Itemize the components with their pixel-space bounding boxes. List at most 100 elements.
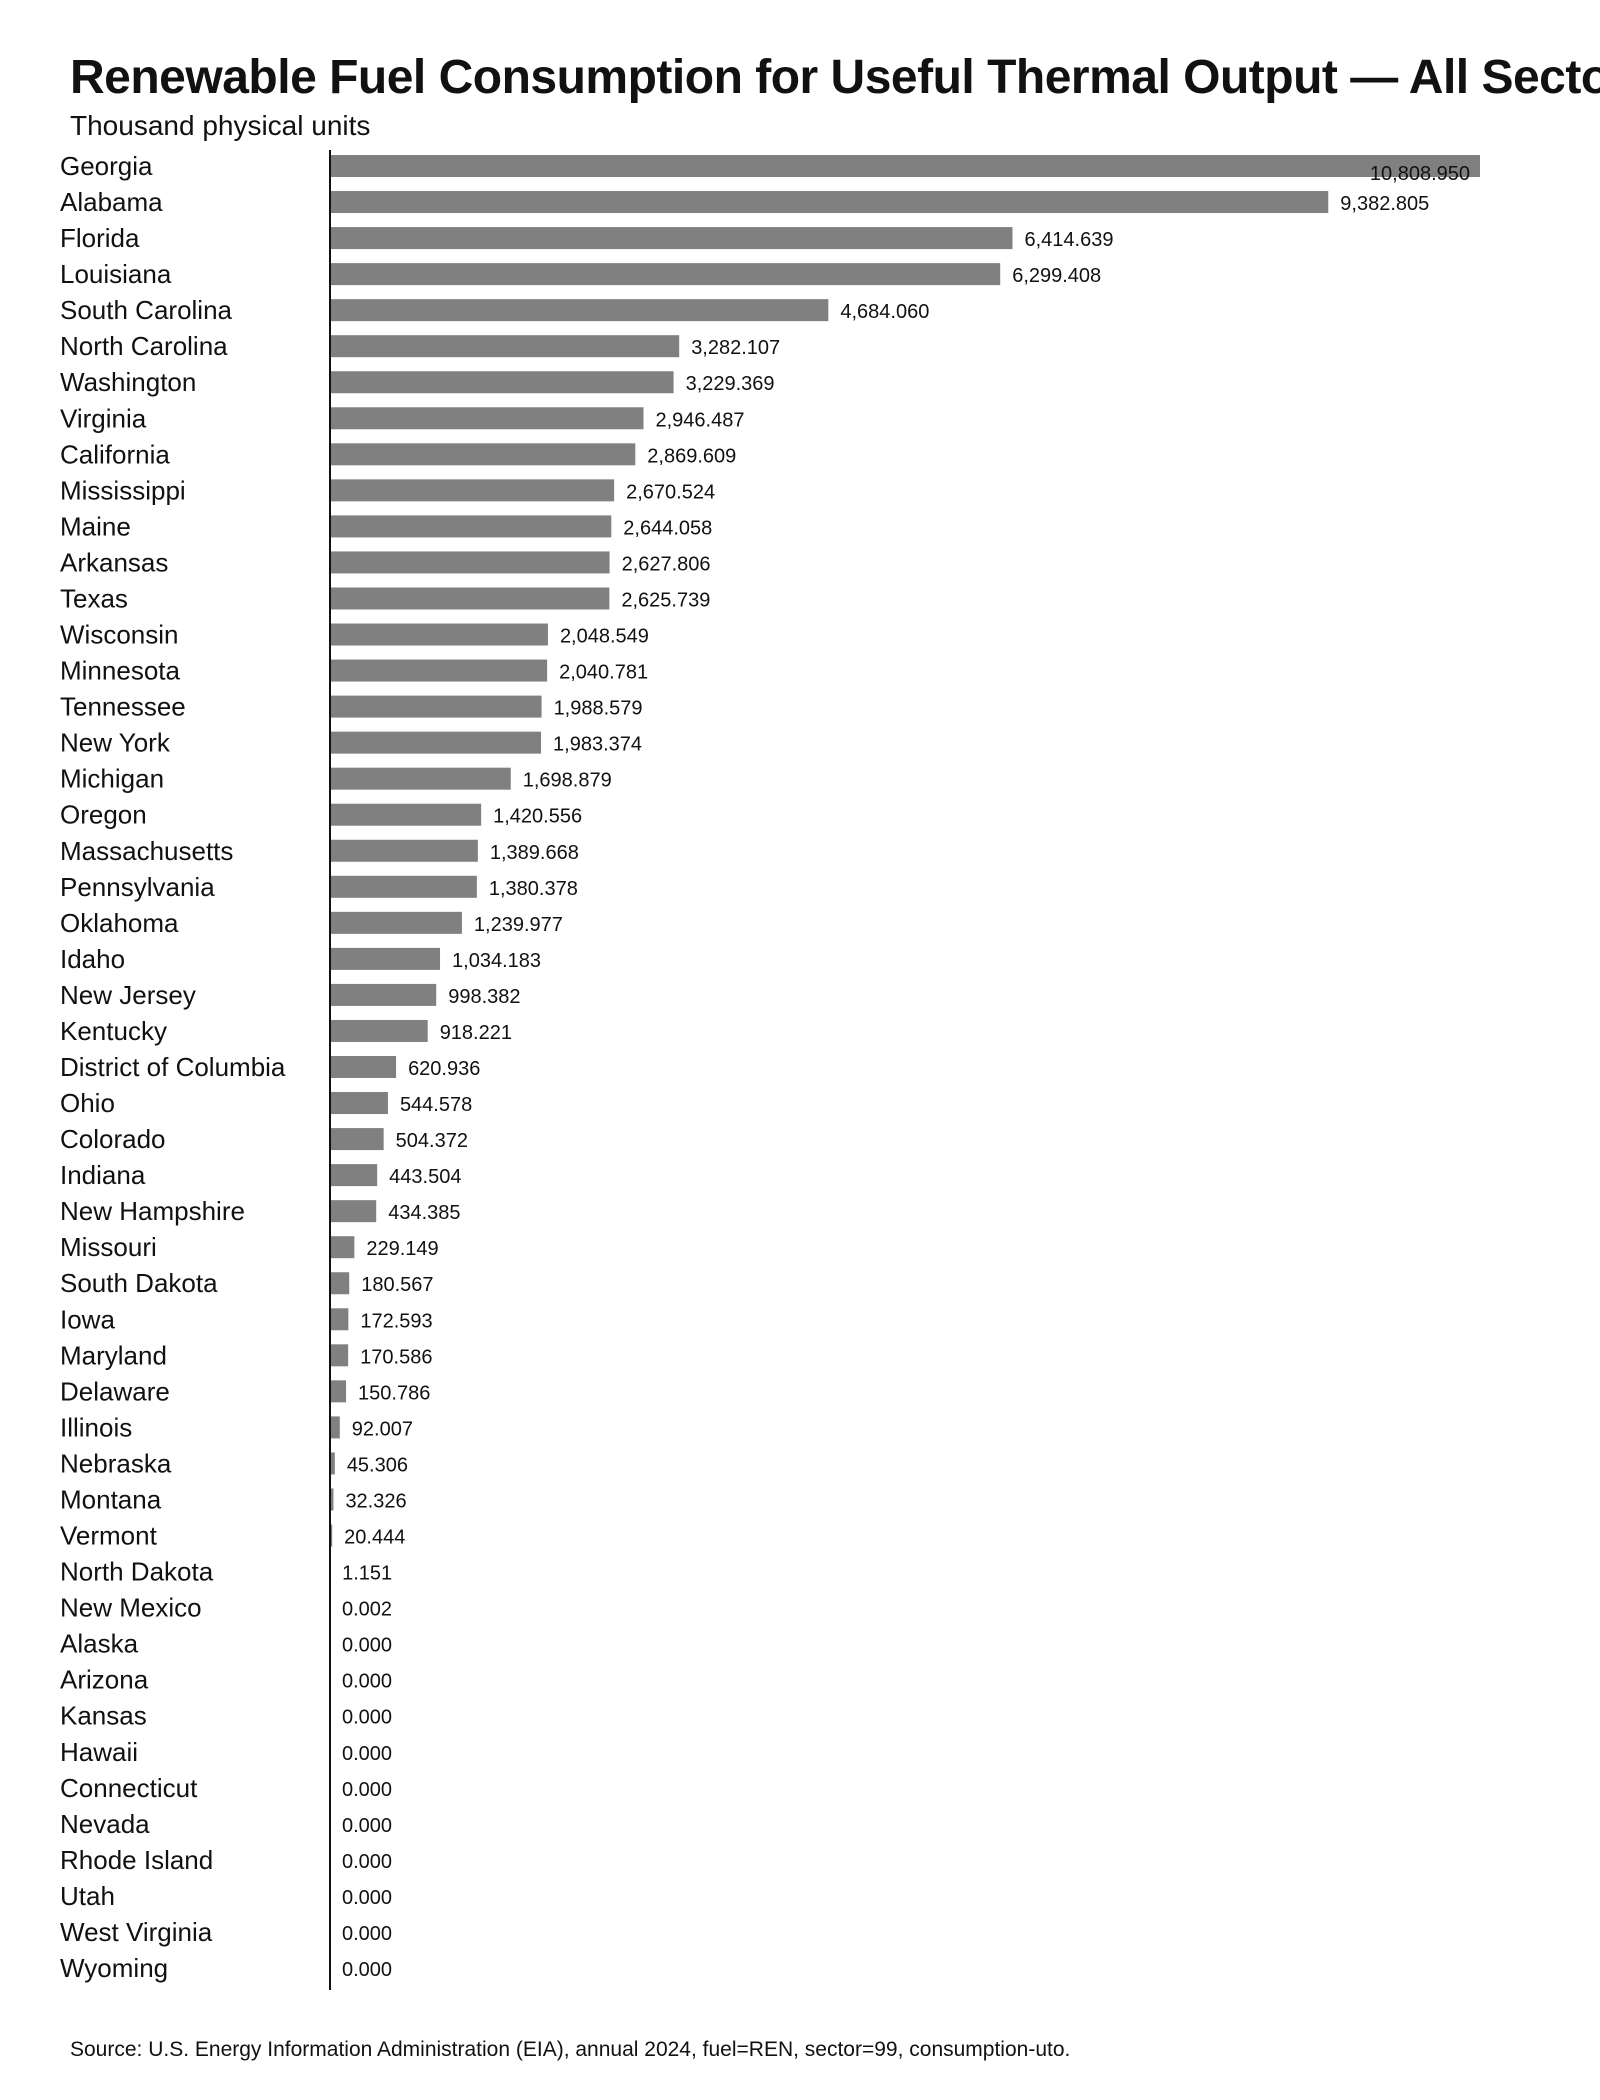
value-label: 9,382.805 bbox=[1340, 193, 1429, 215]
value-label: 45.306 bbox=[347, 1454, 408, 1476]
value-label: 1,698.879 bbox=[523, 770, 612, 792]
category-label: Wyoming bbox=[60, 1953, 168, 1983]
value-label: 0.000 bbox=[342, 1887, 392, 1909]
value-label: 1,380.378 bbox=[489, 878, 578, 900]
value-label: 6,299.408 bbox=[1012, 265, 1101, 287]
value-label: 2,644.058 bbox=[623, 517, 712, 539]
value-label: 2,048.549 bbox=[560, 626, 649, 648]
category-label: Pennsylvania bbox=[60, 872, 215, 902]
category-label: Alabama bbox=[60, 187, 163, 217]
category-label: Iowa bbox=[60, 1304, 115, 1334]
bar bbox=[330, 1344, 349, 1367]
value-label: 0.000 bbox=[342, 1923, 392, 1945]
value-label: 0.002 bbox=[342, 1599, 392, 1621]
bar bbox=[330, 1164, 378, 1187]
category-label: Louisiana bbox=[60, 259, 172, 289]
category-label: Kansas bbox=[60, 1701, 147, 1731]
value-label: 544.578 bbox=[400, 1094, 472, 1116]
value-label: 2,625.739 bbox=[621, 589, 710, 611]
value-label: 443.504 bbox=[389, 1166, 461, 1188]
value-label: 4,684.060 bbox=[840, 301, 929, 323]
value-label: 1,988.579 bbox=[554, 698, 643, 720]
category-label: California bbox=[60, 439, 170, 469]
category-label: Alaska bbox=[60, 1629, 139, 1659]
bar bbox=[330, 263, 1001, 286]
bar bbox=[330, 1308, 349, 1331]
value-label: 170.586 bbox=[360, 1346, 432, 1368]
bar bbox=[330, 767, 511, 790]
category-label: Nevada bbox=[60, 1809, 150, 1839]
chart-source: Source: U.S. Energy Information Administ… bbox=[70, 2038, 1071, 2061]
bar bbox=[330, 1092, 388, 1115]
bar bbox=[330, 551, 610, 574]
value-label: 2,670.524 bbox=[626, 481, 715, 503]
category-label: Vermont bbox=[60, 1521, 158, 1551]
bar bbox=[330, 1416, 340, 1439]
category-label: Texas bbox=[60, 583, 128, 613]
bar bbox=[330, 1236, 355, 1259]
category-label: Wisconsin bbox=[60, 620, 178, 650]
category-label: Arkansas bbox=[60, 547, 168, 577]
bar bbox=[330, 1524, 333, 1547]
category-label: North Dakota bbox=[60, 1557, 214, 1587]
category-label: Hawaii bbox=[60, 1737, 138, 1767]
value-label: 10,808.950 bbox=[1370, 163, 1470, 185]
bar bbox=[330, 911, 462, 934]
value-label: 1,034.183 bbox=[452, 950, 541, 972]
category-label: Georgia bbox=[60, 151, 153, 181]
value-label: 0.000 bbox=[342, 1815, 392, 1837]
bar bbox=[330, 983, 437, 1006]
category-label: Washington bbox=[60, 367, 196, 397]
category-label: New Jersey bbox=[60, 980, 196, 1010]
value-label: 0.000 bbox=[342, 1671, 392, 1693]
bar bbox=[330, 1200, 377, 1223]
value-label: 1,420.556 bbox=[493, 806, 582, 828]
value-label: 0.000 bbox=[342, 1743, 392, 1765]
value-label: 1.151 bbox=[342, 1563, 392, 1585]
value-label: 0.000 bbox=[342, 1779, 392, 1801]
category-label: Rhode Island bbox=[60, 1845, 213, 1875]
category-label: Connecticut bbox=[60, 1773, 198, 1803]
bar bbox=[330, 947, 441, 970]
value-label: 504.372 bbox=[396, 1130, 468, 1152]
bar bbox=[330, 1452, 335, 1475]
category-label: Ohio bbox=[60, 1088, 115, 1118]
bar bbox=[330, 335, 680, 358]
bar bbox=[330, 1488, 334, 1511]
category-label: Illinois bbox=[60, 1412, 132, 1442]
category-label: New Mexico bbox=[60, 1593, 202, 1623]
category-label: Indiana bbox=[60, 1160, 146, 1190]
category-label: Minnesota bbox=[60, 656, 180, 686]
category-label: West Virginia bbox=[60, 1917, 213, 1947]
category-label: South Dakota bbox=[60, 1268, 218, 1298]
bar bbox=[330, 695, 542, 718]
category-label: Mississippi bbox=[60, 475, 186, 505]
category-label: Arizona bbox=[60, 1665, 149, 1695]
value-label: 0.000 bbox=[342, 1707, 392, 1729]
bar bbox=[330, 1380, 347, 1403]
bar bbox=[330, 1019, 428, 1042]
bar bbox=[330, 479, 615, 502]
value-label: 2,946.487 bbox=[655, 409, 744, 431]
value-label: 229.149 bbox=[366, 1238, 438, 1260]
value-label: 32.326 bbox=[345, 1490, 406, 1512]
bar bbox=[330, 1128, 384, 1151]
value-label: 2,869.609 bbox=[647, 445, 736, 467]
bar bbox=[330, 623, 548, 646]
category-label: New York bbox=[60, 728, 171, 758]
category-label: Michigan bbox=[60, 764, 164, 794]
value-label: 2,040.781 bbox=[559, 662, 648, 684]
value-label: 150.786 bbox=[358, 1382, 430, 1404]
value-label: 998.382 bbox=[448, 986, 520, 1008]
category-label: Colorado bbox=[60, 1124, 166, 1154]
bar bbox=[330, 839, 478, 862]
bar bbox=[330, 659, 548, 682]
bar bbox=[330, 191, 1329, 214]
value-label: 1,239.977 bbox=[474, 914, 563, 936]
bars-group bbox=[330, 155, 1480, 1619]
category-label: Missouri bbox=[60, 1232, 157, 1262]
category-label: Virginia bbox=[60, 403, 147, 433]
value-label: 20.444 bbox=[344, 1527, 405, 1549]
value-label: 0.000 bbox=[342, 1635, 392, 1657]
chart-title: Renewable Fuel Consumption for Useful Th… bbox=[70, 51, 1600, 104]
